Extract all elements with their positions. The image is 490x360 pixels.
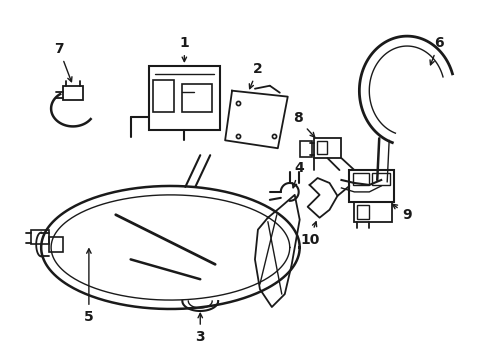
Text: 1: 1 — [179, 36, 189, 62]
Bar — [300, 141, 312, 157]
Text: 7: 7 — [54, 42, 72, 82]
Text: 5: 5 — [84, 249, 94, 324]
Text: 10: 10 — [300, 222, 319, 247]
Bar — [354, 202, 392, 222]
Text: 4: 4 — [293, 161, 305, 188]
Bar — [63, 86, 83, 100]
Bar — [148, 66, 220, 130]
Text: 9: 9 — [392, 204, 412, 222]
Text: 6: 6 — [430, 36, 444, 65]
Bar — [372, 173, 390, 185]
Text: 8: 8 — [293, 112, 315, 137]
Bar — [314, 138, 342, 158]
Bar — [317, 141, 326, 154]
Bar — [182, 84, 212, 112]
Bar — [357, 205, 369, 219]
Bar — [349, 170, 394, 202]
Bar — [31, 230, 49, 243]
Bar — [152, 80, 174, 112]
Text: 2: 2 — [249, 62, 263, 89]
Bar — [353, 173, 369, 185]
Text: 3: 3 — [196, 313, 205, 344]
Bar — [49, 237, 63, 252]
